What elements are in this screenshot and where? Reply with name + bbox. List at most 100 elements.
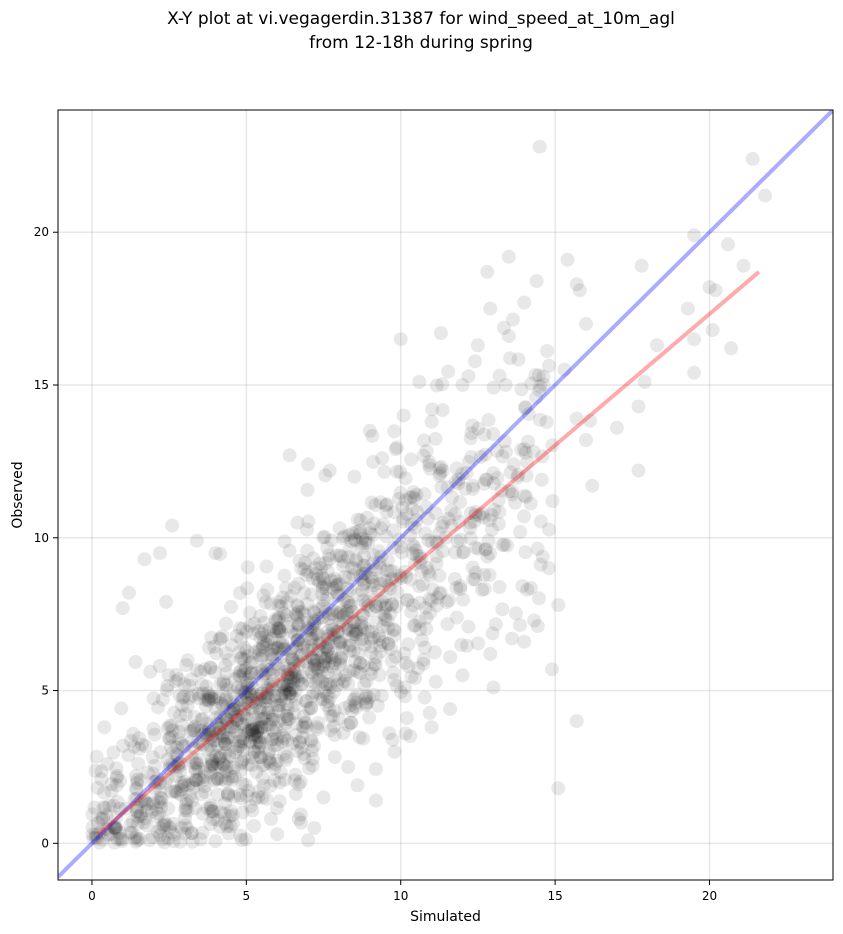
scatter-point [178,811,193,825]
scatter-point [398,689,412,704]
scatter-point [300,543,315,558]
scatter-point [303,701,318,716]
scatter-point [237,735,252,750]
scatter-point [304,587,319,602]
scatter-point [239,643,254,658]
scatter-point [195,712,210,726]
scatter-point [171,672,186,687]
scatter-point [300,643,315,658]
scatter-point [160,679,175,693]
scatter-point [334,635,349,649]
scatter-point [486,680,501,695]
scatter-point [471,541,486,556]
scatter-point [517,295,532,310]
scatter-point [356,658,371,673]
scatter-point [86,831,101,846]
scatter-point [121,748,136,763]
scatter-point [261,682,276,697]
scatter-point [109,778,124,793]
scatter-point [159,594,174,609]
scatter-point [253,735,268,750]
scatter-point [307,653,322,668]
scatter-point [324,627,339,641]
scatter-point [560,252,575,267]
scatter-point [463,515,478,530]
scatter-point [354,536,369,551]
scatter-point [508,606,523,621]
scatter-point [355,540,370,555]
scatter-point [453,579,468,594]
scatter-point [262,752,277,767]
scatter-point [304,650,319,665]
scatter-point [405,537,420,552]
scatter-point [233,664,247,679]
scatter-point [254,664,269,679]
scatter-point [344,715,359,730]
scatter-point [221,788,236,803]
scatter-point [315,674,330,689]
scatter-point [399,569,413,584]
scatter-point [165,518,180,533]
scatter-point [278,753,293,767]
scatter-point [409,504,424,519]
scatter-point [139,818,154,833]
scatter-point [136,815,151,830]
scatter-point [385,732,400,747]
scatter-point [234,663,248,678]
scatter-point [89,827,103,842]
scatter-point [492,368,507,383]
scatter-point [569,411,584,426]
scatter-point [385,597,400,612]
scatter-point [237,685,252,700]
scatter-point [238,695,253,710]
scatter-point [169,667,184,682]
scatter-point [374,594,389,609]
scatter-point [246,694,261,709]
scatter-point [532,412,547,427]
x-tick-label: 5 [243,889,251,903]
scatter-point [487,502,502,517]
scatter-point [502,484,517,499]
scatter-point [195,825,210,840]
scatter-point [244,655,259,670]
scatter-point [146,767,161,781]
scatter-point [208,689,222,704]
scatter-point [290,669,305,684]
scatter-point [329,548,344,563]
scatter-point [214,771,229,786]
scatter-point [221,786,235,801]
scatter-point [317,684,332,699]
scatter-point [336,531,350,546]
scatter-point [261,705,276,720]
scatter-point [252,700,267,715]
scatter-point [477,582,492,596]
reference-lines [58,110,833,879]
scatter-point [110,831,125,846]
scatter-point [305,651,320,666]
scatter-point [285,652,300,667]
scatter-point [425,402,440,417]
scatter-point [164,825,179,840]
scatter-point [244,689,259,704]
scatter-point [193,753,207,767]
scatter-point [250,724,265,739]
scatter-point [231,738,246,753]
scatter-point [358,597,373,612]
scatter-point [235,805,250,820]
scatter-point [354,572,369,587]
scatter-point [133,809,148,823]
scatter-point [233,788,247,803]
scatter-point [162,718,177,733]
scatter-point [201,690,216,704]
scatter-point [289,640,304,654]
scatter-point [205,733,220,748]
scatter-point [274,689,289,704]
scatter-point [411,661,425,676]
scatter-point [262,717,277,732]
scatter-point [408,671,423,686]
scatter-point [216,757,231,772]
scatter-point [300,482,315,497]
scatter-point [505,484,520,499]
scatter-point [451,476,466,491]
